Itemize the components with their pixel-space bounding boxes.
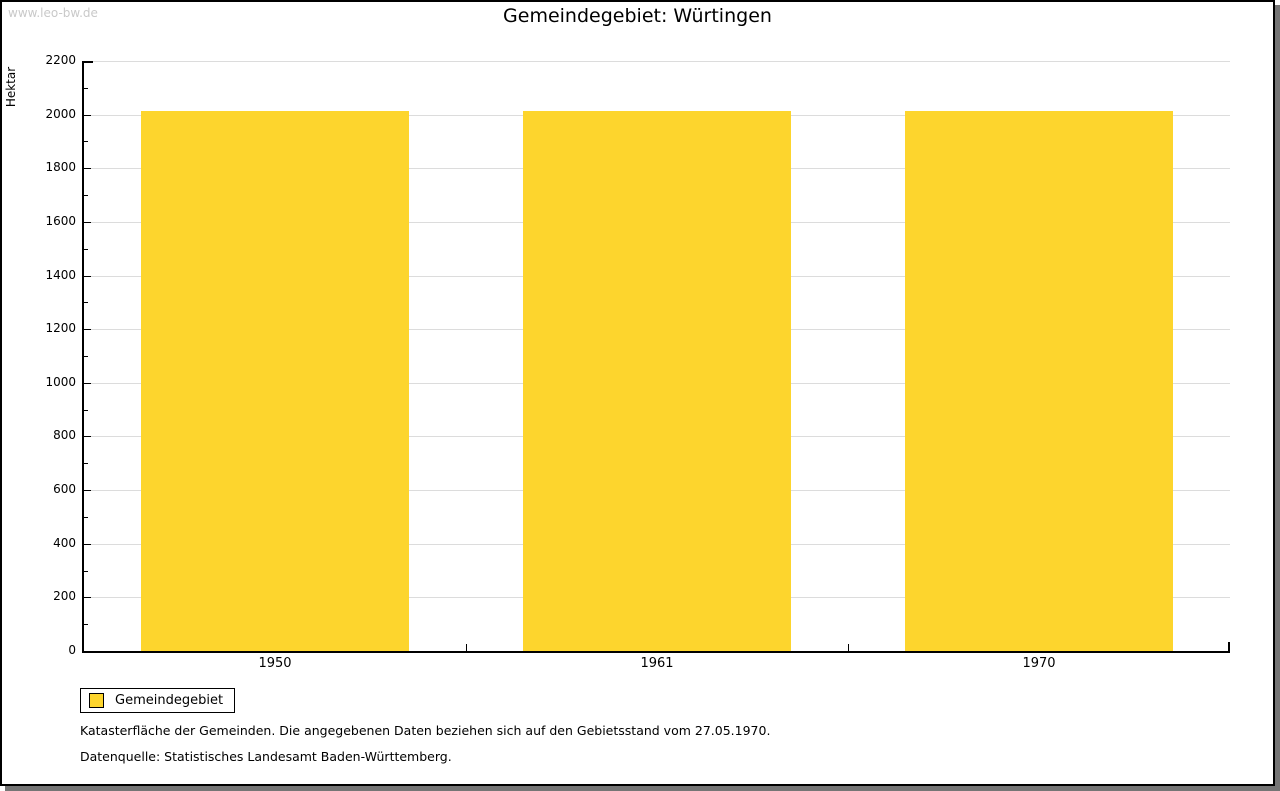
y-tick-label: 2000 — [45, 106, 76, 121]
bar-1950 — [141, 111, 409, 651]
y-minor-tick — [84, 624, 88, 626]
legend-swatch-icon — [89, 693, 104, 708]
y-minor-tick — [84, 87, 88, 89]
x-boundary-tick — [466, 644, 467, 651]
y-minor-tick — [84, 302, 88, 304]
y-minor-tick — [84, 356, 88, 357]
x-tick-label: 1950 — [258, 656, 292, 671]
x-tick-label: 1970 — [1022, 656, 1056, 671]
y-major-tick — [84, 543, 91, 545]
y-tick-label: 200 — [53, 589, 76, 604]
y-tick-label: 2200 — [45, 53, 76, 67]
y-minor-tick — [84, 248, 88, 250]
y-tick-label: 1400 — [45, 267, 76, 282]
x-tick-label: 1961 — [640, 656, 674, 671]
axis-right-cap — [1228, 642, 1230, 651]
y-tick-label: 1800 — [45, 160, 76, 175]
y-minor-tick — [84, 463, 88, 465]
footnote-line-2: Datenquelle: Statistisches Landesamt Bad… — [80, 749, 452, 764]
y-tick-label: 400 — [53, 535, 76, 550]
legend-label: Gemeindegebiet — [115, 693, 224, 708]
y-minor-tick — [84, 195, 88, 197]
y-major-tick — [84, 168, 91, 170]
y-minor-tick — [84, 516, 88, 518]
y-tick-label: 1600 — [45, 213, 76, 228]
bar-1961 — [523, 111, 791, 651]
y-major-tick — [84, 275, 91, 277]
gridline — [84, 61, 1230, 62]
legend-box: Gemeindegebiet — [80, 688, 236, 713]
y-major-tick — [84, 597, 91, 599]
y-tick-label: 0 — [68, 643, 76, 657]
y-minor-tick — [84, 141, 88, 143]
y-tick-label: 1200 — [45, 321, 76, 336]
y-tick-label: 600 — [53, 482, 76, 497]
watermark: www.leo-bw.de — [8, 6, 98, 20]
y-minor-tick — [84, 570, 88, 572]
y-major-tick — [84, 436, 91, 438]
y-axis-title-text: Hektar — [4, 66, 19, 108]
axis-top-cap — [84, 61, 93, 63]
y-major-tick — [84, 490, 91, 492]
x-boundary-tick — [848, 644, 849, 651]
y-minor-tick — [84, 409, 88, 411]
y-axis-title: Hektar — [3, 56, 19, 118]
chart-title: Gemeindegebiet: Würtingen — [503, 5, 772, 27]
y-major-tick — [84, 329, 91, 331]
bar-1970 — [905, 111, 1173, 651]
footnote-line-1: Katasterfläche der Gemeinden. Die angege… — [80, 723, 771, 738]
plot-area: 0 200 400 600 800 1000 1200 1400 1600 1800 2000 220… — [45, 53, 1230, 671]
y-major-tick — [84, 382, 91, 384]
y-tick-label: 1000 — [45, 374, 76, 389]
y-tick-label: 800 — [53, 428, 76, 443]
y-major-tick — [84, 221, 91, 223]
y-major-tick — [84, 114, 91, 116]
